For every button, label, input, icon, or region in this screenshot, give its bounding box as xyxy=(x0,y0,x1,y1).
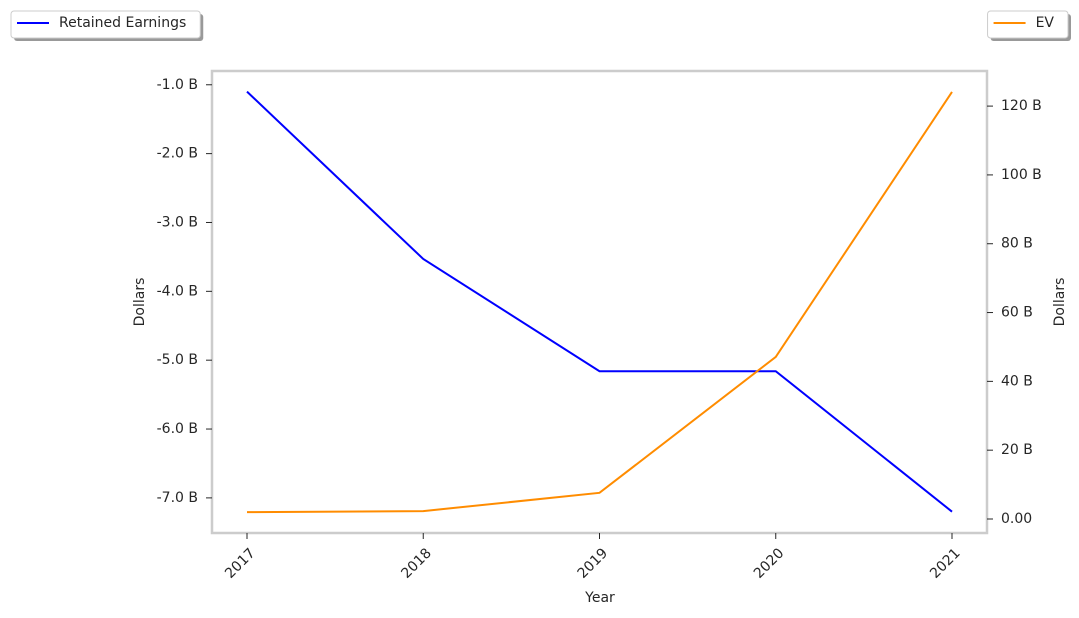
y2-axis-label: Dollars xyxy=(1052,278,1068,327)
y-tick-label: -4.0 B xyxy=(157,283,198,299)
line xyxy=(246,91,953,514)
y-tick-label: -1.0 B xyxy=(157,77,198,93)
y-tick-label: -7.0 B xyxy=(157,490,198,506)
legend-box xyxy=(10,10,201,39)
y2-tick-label: 80 B xyxy=(1001,236,1033,252)
x-tick-label: 2018 xyxy=(398,545,435,582)
y-tick-label: -2.0 B xyxy=(157,146,198,162)
legend: Retained Earnings xyxy=(10,10,204,41)
y2-tick-label: 60 B xyxy=(1001,305,1033,321)
x-axis-label: Year xyxy=(584,590,615,606)
y-tick-label: -6.0 B xyxy=(157,421,198,437)
y2-tick-label: 20 B xyxy=(1001,442,1033,458)
x-tick-label: 2017 xyxy=(222,545,259,582)
x-tick-label: 2019 xyxy=(575,545,612,582)
y-tick-label: -5.0 B xyxy=(157,352,198,368)
x-tick-label: 2021 xyxy=(927,545,964,582)
legend: EV xyxy=(987,10,1071,41)
y-tick-label: -3.0 B xyxy=(157,214,198,230)
y2-tick-label: 0.00 xyxy=(1001,511,1032,527)
y2-tick-label: 120 B xyxy=(1001,98,1042,114)
plot-frame xyxy=(210,69,989,535)
legend-box xyxy=(987,10,1069,39)
y2-tick-label: 40 B xyxy=(1001,373,1033,389)
line xyxy=(246,90,953,513)
x-tick-label: 2020 xyxy=(751,545,788,582)
legend-label: EV xyxy=(1036,15,1055,31)
y2-tick-label: 100 B xyxy=(1001,167,1042,183)
legend-label: Retained Earnings xyxy=(59,15,186,31)
y-axis-label: Dollars xyxy=(132,278,148,327)
